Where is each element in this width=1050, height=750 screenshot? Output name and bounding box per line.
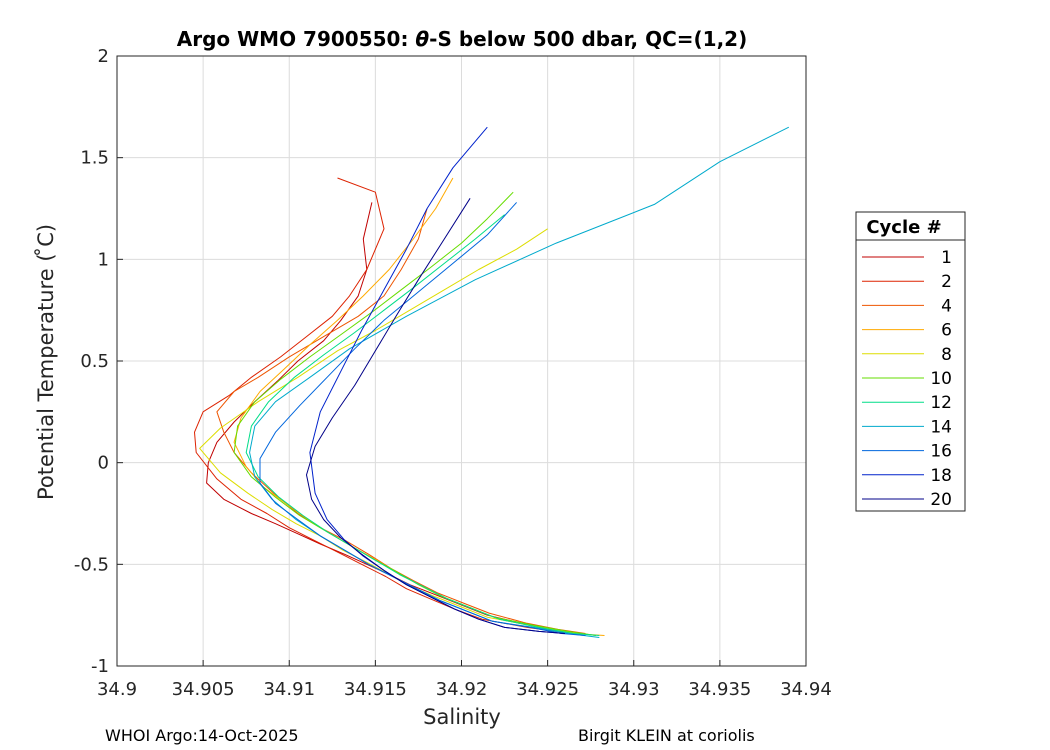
- legend-label-cycle-18: 18: [930, 466, 952, 486]
- legend-label-cycle-12: 12: [930, 393, 952, 413]
- legend-label-cycle-16: 16: [930, 442, 952, 462]
- x-axis-label: Salinity: [423, 705, 501, 729]
- x-tick-label: 34.925: [516, 679, 579, 700]
- y-tick-label: 2: [98, 46, 109, 67]
- x-tick-label: 34.935: [688, 679, 751, 700]
- legend-label-cycle-14: 14: [930, 417, 952, 437]
- y-tick-label: 1: [98, 249, 109, 270]
- legend-box: [855, 211, 966, 512]
- x-tick-label: 34.9: [97, 679, 137, 700]
- footer-left: WHOI Argo:14-Oct-2025: [105, 726, 299, 745]
- y-tick-label: 0.5: [80, 351, 109, 372]
- series-line-cycle-12: [245, 214, 600, 636]
- legend-label-cycle-1: 1: [941, 248, 952, 268]
- series-line-cycle-1: [206, 202, 583, 634]
- legend-label-cycle-2: 2: [941, 272, 952, 292]
- x-tick-label: 34.905: [172, 679, 235, 700]
- x-tick-label: 34.92: [436, 679, 488, 700]
- series-line-cycle-8: [199, 228, 596, 636]
- series-group: [194, 126, 790, 638]
- legend-label-cycle-8: 8: [941, 345, 952, 365]
- y-tick-label: 1.5: [80, 148, 109, 169]
- y-tick-label: -1: [91, 656, 109, 677]
- tick-labels: 34.9 34.905 34.91 34.915 34.92 34.925 34.93 34.…: [74, 46, 832, 700]
- series-line-cycle-16: [259, 202, 586, 636]
- y-tick-label: 0: [98, 453, 109, 474]
- y-axis-label: Potential Temperature ( ̊C): [34, 224, 58, 500]
- x-tick-label: 34.94: [780, 679, 832, 700]
- legend-label-cycle-4: 4: [941, 296, 952, 316]
- series-line-cycle-4: [216, 208, 586, 634]
- legend-title: Cycle #: [866, 217, 941, 238]
- series-line-cycle-20: [306, 198, 565, 634]
- x-tick-label: 34.91: [263, 679, 315, 700]
- legend-label-cycle-6: 6: [941, 321, 952, 341]
- legend-label-cycle-10: 10: [930, 369, 952, 389]
- y-tick-label: -0.5: [74, 554, 109, 575]
- legend-label-cycle-20: 20: [930, 490, 952, 510]
- x-tick-label: 34.915: [344, 679, 407, 700]
- x-tick-label: 34.93: [608, 679, 660, 700]
- footer-right: Birgit KLEIN at coriolis: [578, 726, 755, 745]
- chart-title: Argo WMO 7900550: θ-S below 500 dbar, QC…: [177, 27, 747, 51]
- series-line-cycle-2: [194, 177, 583, 634]
